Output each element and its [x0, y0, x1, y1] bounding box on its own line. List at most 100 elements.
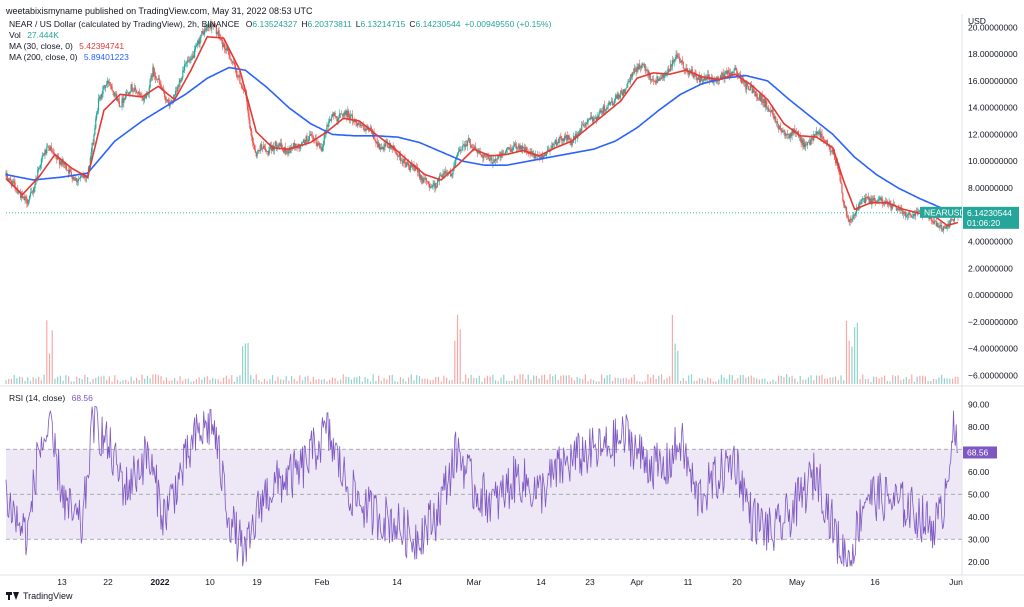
candle-body: [490, 157, 492, 159]
volume-bar: [195, 379, 197, 384]
candle: [253, 143, 256, 151]
volume-bar: [38, 376, 40, 384]
candle: [672, 57, 674, 65]
candle-body: [266, 151, 268, 152]
candle: [431, 184, 433, 189]
candle: [134, 83, 136, 93]
candle: [401, 157, 403, 167]
candle-body: [370, 127, 372, 130]
candle-body: [424, 178, 426, 180]
candle-body: [943, 226, 945, 227]
candle-body: [451, 174, 453, 177]
volume-bar: [503, 374, 505, 384]
candle: [252, 135, 254, 147]
candle-body: [554, 139, 557, 144]
candle-body: [652, 79, 654, 81]
candle-body: [592, 117, 594, 122]
volume-bar: [652, 374, 654, 384]
candle-body: [335, 116, 337, 117]
candle-body: [109, 82, 111, 85]
candle-body: [541, 154, 543, 160]
volume-group: [5, 314, 959, 384]
candle: [558, 136, 560, 147]
candle-body: [729, 72, 732, 77]
candle-body: [189, 60, 191, 61]
candle-body: [833, 153, 835, 155]
volume-bar: [116, 379, 119, 384]
candle: [188, 56, 190, 63]
candle-body: [329, 119, 332, 121]
candle: [113, 90, 115, 98]
candle-body: [112, 90, 114, 93]
candle: [92, 138, 94, 146]
candle-body: [747, 86, 750, 90]
candle-body: [368, 129, 370, 131]
candle-body: [719, 75, 722, 79]
candle-body: [855, 208, 858, 214]
tradingview-footer[interactable]: TradingView: [6, 591, 73, 601]
candle-body: [465, 144, 468, 146]
candle-body: [951, 219, 954, 220]
candle: [942, 225, 945, 234]
candle: [156, 78, 159, 83]
candle-body: [680, 60, 683, 63]
volume-bar: [802, 379, 804, 384]
volume-bar: [359, 376, 361, 384]
volume-bar: [688, 375, 690, 384]
candle-body: [681, 60, 683, 62]
volume-bar: [620, 378, 622, 384]
candle: [509, 144, 511, 153]
candle-body: [116, 98, 119, 101]
candle: [852, 214, 854, 223]
candle-body: [278, 143, 280, 146]
candle-body: [876, 200, 878, 202]
candle-body: [203, 29, 206, 35]
candle: [31, 190, 33, 195]
candle-body: [195, 45, 197, 47]
volume-bar: [212, 377, 214, 384]
candle: [932, 217, 935, 225]
candle: [640, 65, 642, 73]
candle-body: [304, 142, 306, 144]
candle-body: [582, 124, 584, 125]
candle: [193, 45, 196, 59]
candle: [232, 61, 234, 66]
candle-body: [325, 132, 327, 135]
candle: [379, 143, 382, 153]
candle-body: [748, 89, 751, 91]
candle-body: [631, 74, 633, 77]
candle-body: [488, 158, 490, 161]
candle-body: [799, 136, 801, 138]
rsi-value-tag: [963, 446, 997, 459]
candle-body: [136, 92, 139, 94]
ma200-label: MA (200, close, 0): [9, 52, 78, 62]
candle-body: [857, 208, 859, 210]
candle-body: [735, 67, 737, 69]
candle-body: [689, 70, 691, 75]
candle-body: [239, 75, 241, 84]
volume-bar: [843, 380, 845, 384]
candle: [631, 71, 634, 80]
time-tick-label: May: [789, 577, 806, 587]
volume-bar: [429, 380, 431, 384]
volume-bar: [130, 376, 132, 384]
volume-bar: [737, 378, 739, 384]
candle-body: [455, 157, 457, 165]
candle-body: [339, 113, 341, 118]
candle: [319, 142, 321, 150]
candle: [77, 179, 79, 187]
volume-bar: [310, 381, 312, 384]
candle: [616, 92, 618, 99]
candle-body: [9, 178, 11, 180]
candle: [217, 27, 219, 37]
candle-body: [7, 177, 9, 180]
candle: [668, 64, 670, 74]
volume-bar: [59, 375, 61, 384]
candle-body: [913, 213, 916, 216]
candle: [226, 46, 228, 52]
candle: [785, 132, 787, 140]
candle-body: [318, 143, 320, 145]
candle-body: [585, 123, 587, 125]
volume-bar: [742, 374, 744, 384]
